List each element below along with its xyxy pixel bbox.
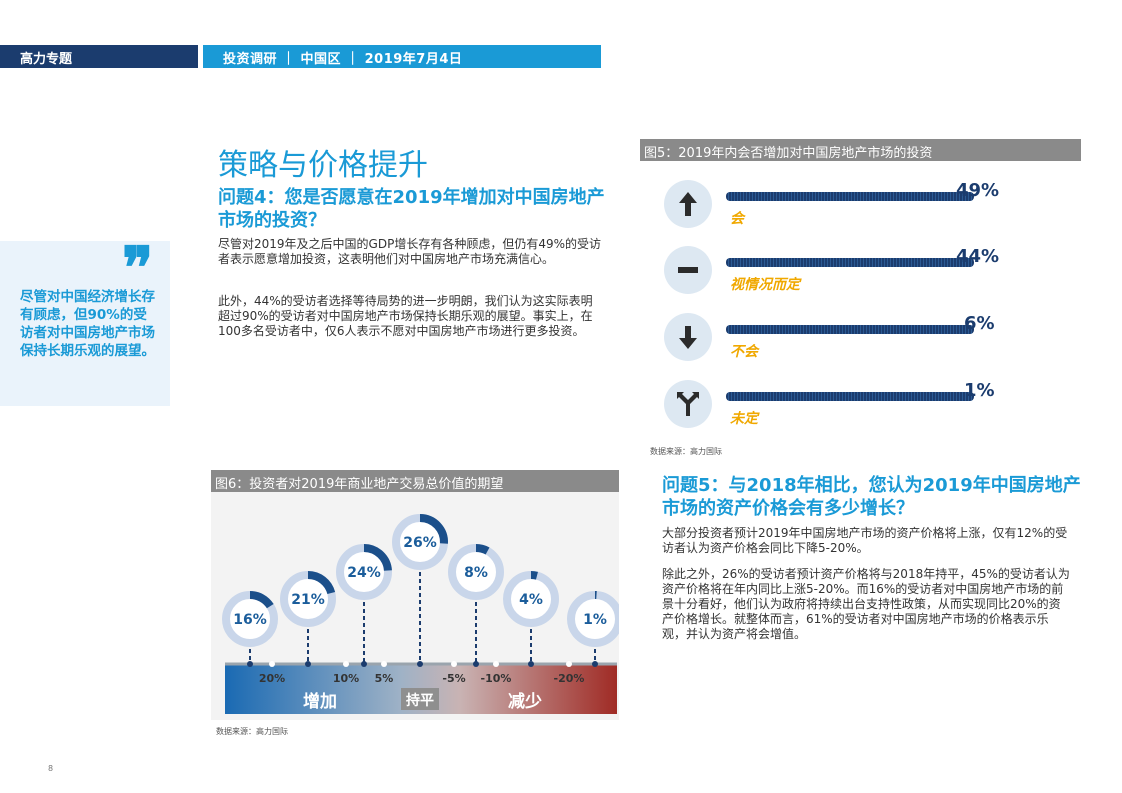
figure6-axis-tick-label: 10% (333, 672, 359, 685)
page-number: 8 (48, 764, 54, 773)
figure5-pct: 6% (964, 313, 995, 334)
figure5-label: 不会 (730, 344, 758, 360)
figure5-row: 6% 不会 (660, 313, 1080, 373)
figure5-bar (726, 258, 974, 267)
figure5-title: 图5：2019年内会否增加对中国房地产市场的投资 (640, 139, 1081, 161)
figure6-stem-dot (305, 661, 311, 667)
figure6-flat-label: 持平 (406, 692, 434, 709)
split-arrow-icon (664, 380, 712, 428)
figure6-ring-value (530, 571, 538, 580)
figure6-stem-dot (528, 661, 534, 667)
figure5-bar (726, 392, 974, 401)
figure5-row: 44% 视情况而定 (660, 246, 1080, 306)
figure6-ring-value (475, 544, 490, 555)
paragraph-2: 此外，44%的受访者选择等待局势的进一步明朗，我们认为这实际表明超过90%的受访… (218, 294, 593, 338)
figure5-pct: 1% (964, 380, 995, 401)
question-5-heading: 问题5：与2018年相比，您认为2019年中国房地产市场的资产价格会有多少增长？ (662, 475, 1081, 519)
figure6-stem-dot (592, 661, 598, 667)
figure6-stem-dot (247, 661, 253, 667)
figure5-label: 未定 (730, 411, 758, 427)
figure5-label: 会 (730, 211, 744, 227)
figure6-axis-tick (269, 661, 275, 667)
figure6-panel: 增加 持平 减少 20% 10% 5% -5% -10% -20% 16% 21% 24% 26… (211, 492, 623, 720)
figure6-axis-tick (566, 661, 572, 667)
figure6-axis-tick-label: -10% (481, 672, 512, 685)
figure6-chart: 增加 持平 减少 20% 10% 5% -5% -10% -20% 16% 21% 24% 26… (222, 514, 623, 714)
figure5-pct: 49% (956, 180, 1000, 201)
figure5-bar (726, 325, 974, 334)
figure6-ring-label: 1% (583, 612, 607, 628)
figure6-ring-label: 26% (403, 535, 437, 551)
arrow-down-icon (664, 313, 712, 361)
section-title: 策略与价格提升 (218, 148, 428, 183)
figure6-ring-label: 21% (291, 592, 325, 608)
figure6-axis-tick (451, 661, 457, 667)
figure5-source: 数据来源：高力国际 (650, 447, 722, 456)
paragraph-1: 尽管对2019年及之后中国的GDP增长存有各种顾虑，但仍有49%的受访者表示愿意… (218, 237, 601, 266)
figure6-axis-tick-label: -20% (554, 672, 585, 685)
figure6-axis-tick-label: -5% (442, 672, 465, 685)
figure6-axis-tick-label: 20% (259, 672, 285, 685)
figure5-bar (726, 192, 974, 201)
figure6-increase-label: 增加 (303, 691, 337, 712)
pull-quote-text: 尽管对中国经济增长存有顾虑，但90%的受访者对中国房地产市场保持长期乐观的展望。 (20, 289, 155, 359)
arrow-up-icon (664, 180, 712, 228)
figure5-pct: 44% (956, 246, 1000, 267)
figure6-ring-value (419, 514, 448, 544)
header-info: 投资调研 ｜ 中国区 ｜ 2019年7月4日 (203, 45, 601, 68)
paragraph-3: 大部分投资者预计2019年中国房地产市场的资产价格将上涨，仅有12%的受访者认为… (662, 526, 1068, 555)
figure6-title: 图6：投资者对2019年商业地产交易总价值的期望 (211, 470, 619, 492)
figure6-axis-tick (343, 661, 349, 667)
quote-mark-icon: ❞ (122, 234, 154, 302)
pull-quote-box (0, 241, 170, 406)
figure6-ring-label: 8% (464, 565, 488, 581)
question-4-heading: 问题4：您是否愿意在2019年增加对中国房地产市场的投资？ (218, 187, 605, 231)
minus-icon (664, 246, 712, 294)
figure5-row: 49% 会 (660, 180, 1080, 240)
figure6-ring-label: 16% (233, 612, 267, 628)
figure6-axis-tick-label: 5% (375, 672, 394, 685)
figure6-axis-tick (493, 661, 499, 667)
figure5-label: 视情况而定 (730, 277, 800, 293)
figure6-ring-label: 4% (519, 592, 543, 608)
paragraph-4: 除此之外，26%的受访者预计资产价格将与2018年持平，45%的受访者认为资产价… (662, 567, 1070, 641)
figure6-source: 数据来源：高力国际 (216, 727, 288, 736)
figure6-ring-label: 24% (347, 565, 381, 581)
figure6-ring-value (363, 544, 392, 572)
figure6-stem-dot (417, 661, 423, 667)
figure6-flat-box (401, 688, 439, 710)
figure5-row: 1% 未定 (660, 380, 1080, 440)
figure6-decrease-label: 减少 (508, 691, 542, 712)
figure6-axis-tick (381, 661, 387, 667)
header-brand: 高力专题 (0, 45, 198, 68)
figure6-ring-value (249, 591, 274, 609)
figure6-stem-dot (473, 661, 479, 667)
figure6-stem-dot (361, 661, 367, 667)
figure6-ring-value (307, 571, 336, 595)
